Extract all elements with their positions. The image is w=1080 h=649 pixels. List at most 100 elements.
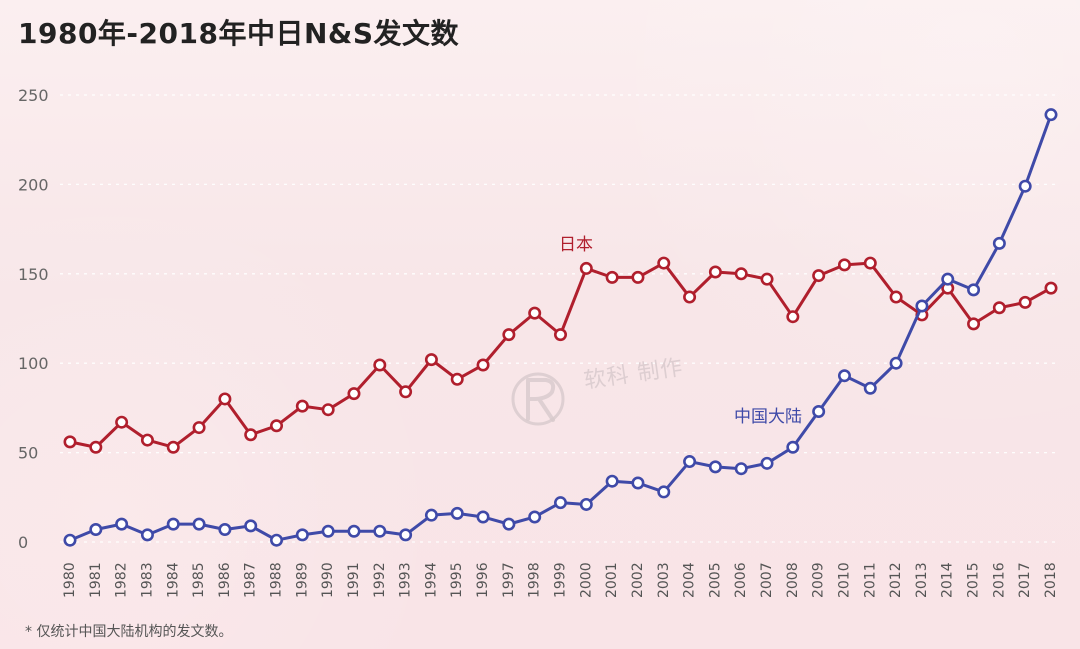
japan-data-point	[244, 428, 258, 442]
x-tick-label: 1995	[449, 562, 465, 598]
china-data-point	[915, 299, 929, 313]
japan-data-point	[967, 317, 981, 331]
china-data-point	[579, 497, 593, 511]
china-data-point	[347, 524, 361, 538]
japan-data-point	[786, 310, 800, 324]
y-tick-label: 200	[18, 175, 49, 194]
x-tick-label: 2015	[966, 562, 982, 598]
x-tick-label: 2011	[862, 562, 878, 598]
japan-data-point	[270, 419, 284, 433]
china-data-point	[244, 519, 258, 533]
japan-data-point	[89, 440, 103, 454]
x-tick-label: 1998	[527, 562, 543, 598]
x-tick-label: 1997	[501, 562, 517, 598]
japan-data-point	[140, 433, 154, 447]
x-tick-label: 2008	[785, 562, 801, 598]
watermark-text: 软科 制作	[582, 355, 685, 394]
x-tick-label: 2005	[707, 562, 723, 598]
watermark-circle	[511, 372, 565, 426]
x-tick-label: 2010	[836, 562, 852, 598]
x-tick-label: 2002	[630, 562, 646, 598]
china-data-point	[218, 522, 232, 536]
y-tick-label: 250	[18, 86, 49, 105]
x-tick-label: 2016	[991, 562, 1007, 598]
x-tick-label: 2017	[1017, 562, 1033, 598]
china-data-point	[992, 236, 1006, 250]
x-tick-label: 2013	[914, 562, 930, 598]
x-tick-label: 1986	[217, 562, 233, 598]
japan-data-point	[889, 290, 903, 304]
china-series-label: 中国大陆	[734, 407, 802, 427]
china-data-point	[270, 533, 284, 547]
japan-series-line	[68, 261, 1053, 449]
x-tick-label: 1987	[243, 562, 259, 598]
japan-data-point	[528, 306, 542, 320]
x-tick-label: 2014	[940, 562, 956, 598]
x-tick-label: 2003	[656, 562, 672, 598]
china-data-point	[605, 474, 619, 488]
japan-data-point	[373, 358, 387, 372]
japan-data-point	[631, 270, 645, 284]
japan-data-point	[450, 372, 464, 386]
china-data-point	[863, 381, 877, 395]
japan-data-point	[605, 270, 619, 284]
china-data-point	[63, 533, 77, 547]
china-data-point	[295, 528, 309, 542]
china-data-point	[373, 524, 387, 538]
y-tick-label: 50	[18, 444, 38, 463]
china-data-point	[502, 517, 516, 531]
japan-data-point	[192, 421, 206, 435]
japan-data-point	[399, 385, 413, 399]
china-data-point	[837, 369, 851, 383]
china-data-point	[786, 440, 800, 454]
china-data-point	[812, 404, 826, 418]
japan-data-point	[863, 256, 877, 270]
japan-data-point	[708, 265, 722, 279]
x-tick-label: 1996	[475, 562, 491, 598]
china-data-point	[450, 506, 464, 520]
y-tick-label: 0	[18, 533, 28, 552]
x-tick-label: 1980	[62, 562, 78, 598]
x-tick-label: 1984	[165, 562, 181, 598]
china-data-point	[321, 524, 335, 538]
japan-data-point	[1044, 281, 1058, 295]
japan-data-point	[476, 358, 490, 372]
x-tick-label: 1990	[320, 562, 336, 598]
x-tick-label: 1991	[346, 562, 362, 598]
china-data-point	[734, 462, 748, 476]
x-tick-label: 1993	[398, 562, 414, 598]
japan-data-point	[115, 415, 129, 429]
y-tick-label: 100	[18, 354, 49, 373]
china-data-point	[1044, 108, 1058, 122]
x-tick-label: 2006	[733, 562, 749, 598]
china-data-point	[967, 283, 981, 297]
x-tick-label: 1989	[294, 562, 310, 598]
china-data-point	[140, 528, 154, 542]
china-data-point	[553, 496, 567, 510]
china-data-point	[941, 272, 955, 286]
china-data-point	[89, 522, 103, 536]
japan-data-point	[166, 440, 180, 454]
x-tick-label: 1982	[114, 562, 130, 598]
x-tick-label: 2001	[604, 562, 620, 598]
watermark-logo-icon	[526, 378, 556, 422]
y-tick-label: 150	[18, 265, 49, 284]
x-tick-label: 2018	[1043, 562, 1059, 598]
china-data-point	[476, 510, 490, 524]
china-data-point	[115, 517, 129, 531]
japan-data-point	[992, 301, 1006, 315]
japan-data-point	[321, 403, 335, 417]
china-data-point	[683, 455, 697, 469]
japan-data-point	[812, 269, 826, 283]
japan-data-point	[347, 387, 361, 401]
japan-data-point	[424, 353, 438, 367]
footnote: * 仅统计中国大陆机构的发文数。	[25, 624, 233, 640]
x-tick-label: 1983	[139, 562, 155, 598]
x-tick-label: 2004	[682, 562, 698, 598]
x-tick-label: 1981	[88, 562, 104, 598]
china-data-point	[424, 508, 438, 522]
china-data-point	[528, 510, 542, 524]
japan-data-point	[553, 328, 567, 342]
